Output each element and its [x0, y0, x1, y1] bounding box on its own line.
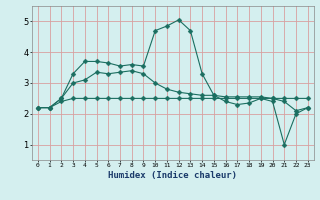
X-axis label: Humidex (Indice chaleur): Humidex (Indice chaleur): [108, 171, 237, 180]
